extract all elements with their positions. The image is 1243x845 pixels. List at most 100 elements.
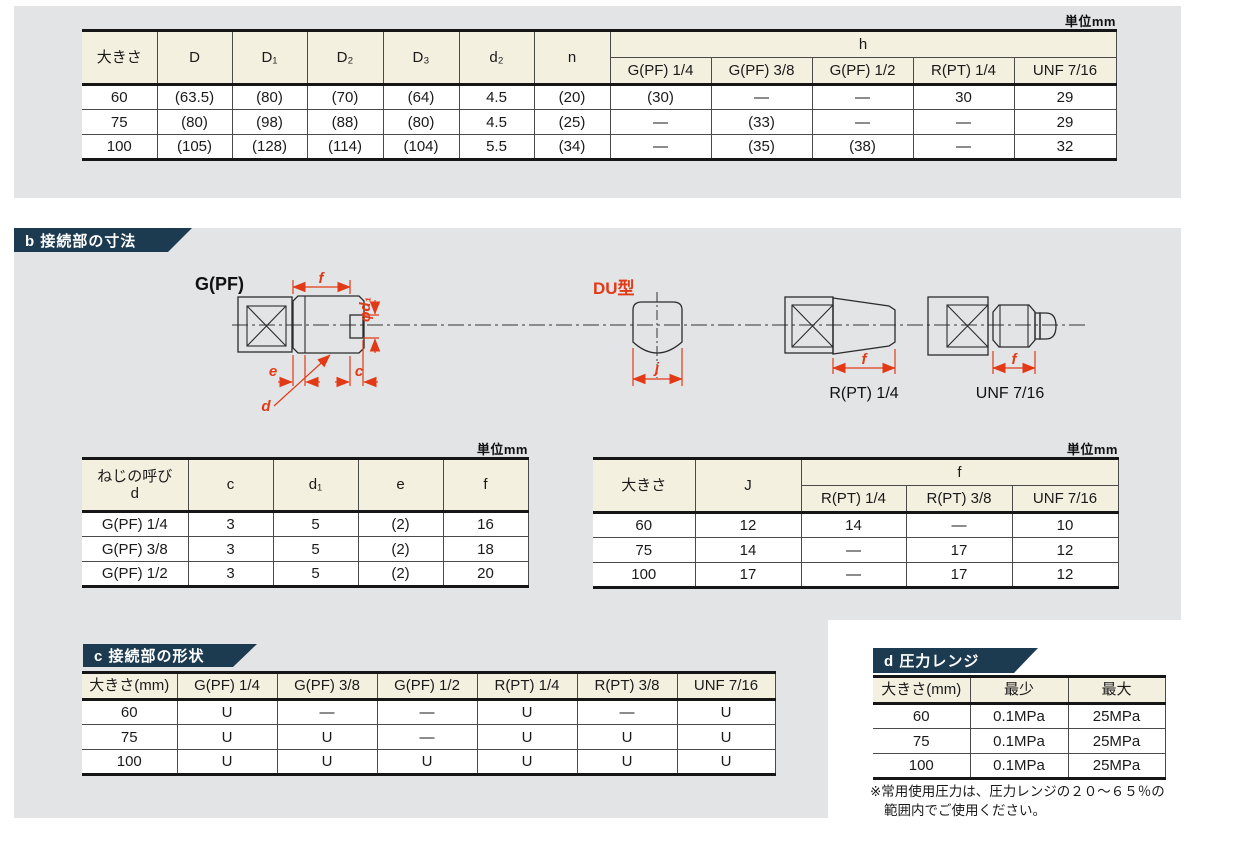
unf-label: UNF 7/16 bbox=[976, 385, 1045, 402]
table-header-cell: D₂ bbox=[306, 30, 384, 85]
table-cell: 25MPa bbox=[1067, 728, 1166, 754]
table-cell: (64) bbox=[382, 84, 460, 110]
table-row: 75 0.1MPa 25MPa bbox=[873, 728, 1166, 754]
table-cell: (30) bbox=[609, 84, 712, 110]
table-cell: 12 bbox=[694, 512, 802, 538]
table-cell: U bbox=[576, 724, 678, 750]
du-fitting-drawing bbox=[632, 292, 683, 378]
table-header-cell: f bbox=[442, 458, 529, 512]
du-dimensions: j bbox=[632, 348, 683, 386]
table-row: 60 U — — U — U bbox=[82, 699, 776, 725]
table-row: 60 (63.5) (80) (70) (64) 4.5 (20) (30) — —30 29 bbox=[82, 84, 1117, 110]
table-header-cell: R(PT) 3/8 bbox=[576, 672, 678, 700]
table-cell: U bbox=[176, 724, 278, 750]
table-cell: 0.1MPa bbox=[969, 703, 1069, 729]
table-cell: 29 bbox=[1013, 84, 1117, 110]
table-header-cell: 最大 bbox=[1067, 676, 1166, 704]
table-cell: 5 bbox=[272, 536, 359, 562]
dim-j-label: j bbox=[653, 360, 660, 377]
table-cell: 3 bbox=[187, 561, 274, 587]
table-row: 100 (105) (128) (114) (104) 5.5 (34) — (35) (38) —… bbox=[82, 134, 1117, 160]
rpt-fitting-drawing bbox=[784, 296, 896, 355]
table-cell: 4.5 bbox=[458, 84, 535, 110]
table-header-cell: 大きさ bbox=[593, 458, 696, 513]
table-cell: U bbox=[176, 699, 278, 725]
table-cell: — bbox=[609, 109, 712, 135]
table-row: 100 17—17 12 bbox=[593, 562, 1119, 588]
table-cell: 100 bbox=[82, 749, 178, 775]
unit-label: 単位mm bbox=[1066, 442, 1118, 457]
table-cell: 4.5 bbox=[458, 109, 535, 135]
table-cell: 17 bbox=[905, 562, 1013, 588]
table-cell: — bbox=[376, 724, 478, 750]
table-cell: (80) bbox=[382, 109, 460, 135]
table-cell: 75 bbox=[873, 728, 971, 754]
table-row: G(PF) 1/4 3 5 (2) 16 bbox=[82, 511, 529, 537]
connection-shape-table: 大きさ(mm) G(PF) 1/4 G(PF) 3/8 G(PF) 1/2 R(PT) … bbox=[82, 671, 776, 776]
main-dimension-table: 大きさ D D₁ D₂ D₃ d₂ n h G(PF) 1/4 G(PF) 3/8 G(PF) 1/… bbox=[82, 29, 1117, 161]
table-cell: U bbox=[676, 699, 776, 725]
table-header-cell: 大きさ(mm) bbox=[82, 672, 178, 700]
table-cell: U bbox=[476, 749, 578, 775]
table-cell: 3 bbox=[187, 536, 274, 562]
table-header-cell: J bbox=[694, 458, 802, 513]
table-cell: 0.1MPa bbox=[969, 728, 1069, 754]
table-cell: 75 bbox=[82, 109, 158, 135]
table-header-cell: h bbox=[609, 30, 1117, 58]
dimension-table-panel: 単位mm 大きさ D D₁ D₂ D₃ d₂ n h G(PF) 1/4 G(PF) 3/8 G(P… bbox=[14, 6, 1181, 198]
table-header-cell: 最少 bbox=[969, 676, 1069, 704]
table-header-cell: G(PF) 1/4 bbox=[610, 57, 712, 85]
section-c-banner: c 接続部の形状 bbox=[83, 644, 257, 667]
table-cell: (70) bbox=[306, 84, 384, 110]
table-cell: (2) bbox=[357, 561, 444, 587]
table-cell: (114) bbox=[306, 134, 384, 160]
table-row: 60 0.1MPa 25MPa bbox=[873, 703, 1166, 729]
du-label: DU型 bbox=[593, 278, 635, 298]
table-cell: (2) bbox=[357, 511, 444, 537]
table-cell: U bbox=[476, 724, 578, 750]
table-cell: U bbox=[676, 749, 776, 775]
gpf-label: G(PF) bbox=[195, 274, 244, 294]
gpf-dimensions: f φd₁ e c d bbox=[261, 270, 381, 415]
section-b-title: b 接続部の寸法 bbox=[25, 232, 137, 250]
table-header-cell: 大きさ bbox=[82, 30, 158, 85]
gpf-fitting-drawing bbox=[237, 295, 365, 354]
table-cell: 3 bbox=[187, 511, 274, 537]
table-cell: 12 bbox=[1011, 537, 1119, 563]
table-cell: 14 bbox=[694, 537, 802, 563]
table-header-cell: R(PT) 1/4 bbox=[801, 485, 907, 513]
table-cell: 5 bbox=[272, 561, 359, 587]
table-cell: 25MPa bbox=[1067, 703, 1166, 729]
table-cell: 5 bbox=[272, 511, 359, 537]
table-cell: G(PF) 1/4 bbox=[82, 511, 189, 537]
table-row: 100 0.1MPa 25MPa bbox=[873, 753, 1166, 779]
table-header-cell: ねじの呼び d bbox=[82, 458, 189, 512]
table-cell: 20 bbox=[442, 561, 529, 587]
table-row: 75 U U — U U U bbox=[82, 724, 776, 750]
connection-section-panel: b 接続部の寸法 G(PF) f φd₁ bbox=[14, 228, 1181, 818]
table-header-cell: R(PT) 1/4 bbox=[912, 57, 1015, 85]
table-header-cell: D₁ bbox=[231, 30, 308, 85]
table-header-cell: e bbox=[357, 458, 444, 512]
table-cell: 60 bbox=[82, 699, 178, 725]
table-cell: (105) bbox=[156, 134, 233, 160]
table-header-cell: 大きさ(mm) bbox=[873, 676, 971, 704]
table-header-cell: c bbox=[187, 458, 274, 512]
table-cell: (63.5) bbox=[156, 84, 233, 110]
table-cell: 12 bbox=[1011, 562, 1119, 588]
table-header-cell: d₂ bbox=[458, 30, 535, 85]
pressure-footnote: ※常用使用圧力は、圧力レンジの２０～６５％の 範囲内でご使用ください。 bbox=[870, 783, 1190, 821]
table-cell: 75 bbox=[82, 724, 178, 750]
footnote-line1: ※常用使用圧力は、圧力レンジの２０～６５％の bbox=[870, 784, 1165, 799]
dim-d-label: d bbox=[261, 398, 271, 415]
table-cell: 32 bbox=[1013, 134, 1117, 160]
table-cell: 16 bbox=[442, 511, 529, 537]
table-header-cell: R(PT) 1/4 bbox=[476, 672, 578, 700]
table-row: 75 (80) (98) (88) (80) 4.5 (25) — (33) — —29 bbox=[82, 109, 1117, 135]
table-cell: U bbox=[276, 749, 378, 775]
table-cell: — bbox=[912, 109, 1015, 135]
table-header-cell: G(PF) 1/4 bbox=[176, 672, 278, 700]
dim-f-label: f bbox=[319, 270, 326, 287]
